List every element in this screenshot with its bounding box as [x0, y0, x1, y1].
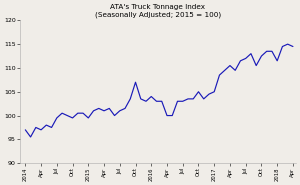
Title: ATA's Truck Tonnage Index
(Seasonally Adjusted; 2015 = 100): ATA's Truck Tonnage Index (Seasonally Ad…: [95, 4, 221, 18]
